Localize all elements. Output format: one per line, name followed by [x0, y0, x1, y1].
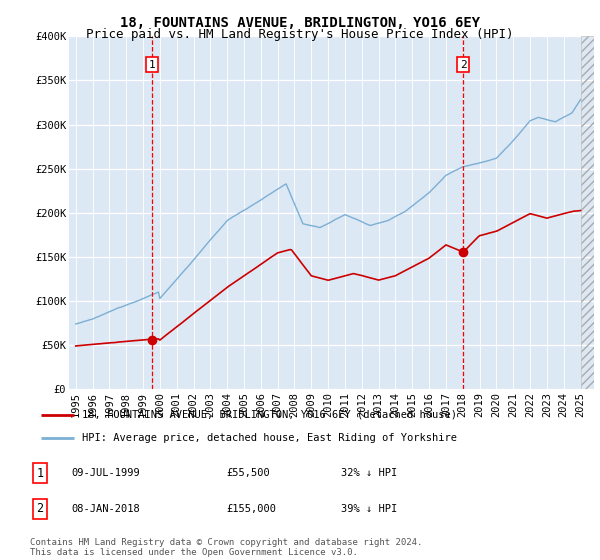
Text: £155,000: £155,000 [227, 504, 277, 514]
Text: 18, FOUNTAINS AVENUE, BRIDLINGTON, YO16 6EY (detached house): 18, FOUNTAINS AVENUE, BRIDLINGTON, YO16 … [82, 409, 457, 419]
Text: 08-JAN-2018: 08-JAN-2018 [71, 504, 140, 514]
Text: 09-JUL-1999: 09-JUL-1999 [71, 468, 140, 478]
Text: Price paid vs. HM Land Registry's House Price Index (HPI): Price paid vs. HM Land Registry's House … [86, 28, 514, 41]
Text: 1: 1 [148, 59, 155, 69]
Text: Contains HM Land Registry data © Crown copyright and database right 2024.
This d: Contains HM Land Registry data © Crown c… [30, 538, 422, 557]
Text: 1: 1 [36, 466, 43, 480]
Text: HPI: Average price, detached house, East Riding of Yorkshire: HPI: Average price, detached house, East… [82, 433, 457, 443]
Text: 2: 2 [36, 502, 43, 515]
Text: 32% ↓ HPI: 32% ↓ HPI [341, 468, 397, 478]
Text: 2: 2 [460, 59, 467, 69]
Text: 18, FOUNTAINS AVENUE, BRIDLINGTON, YO16 6EY: 18, FOUNTAINS AVENUE, BRIDLINGTON, YO16 … [120, 16, 480, 30]
Text: £55,500: £55,500 [227, 468, 271, 478]
Text: 39% ↓ HPI: 39% ↓ HPI [341, 504, 397, 514]
